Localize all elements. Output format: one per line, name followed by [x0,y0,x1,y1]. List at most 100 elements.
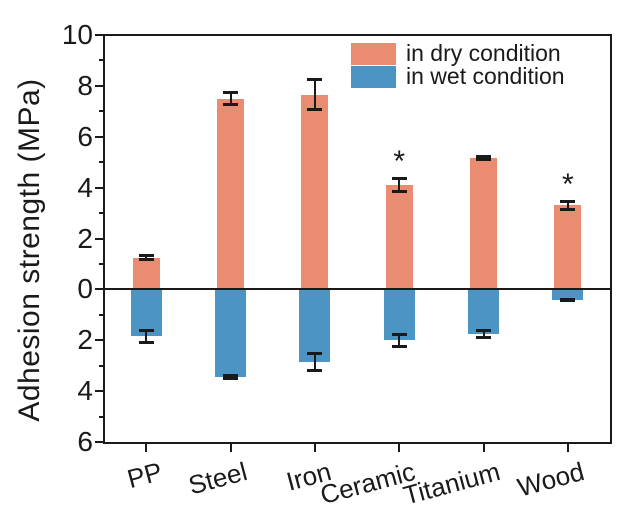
error-bar-wet-wood [560,297,576,302]
error-bar-stem [145,253,148,262]
legend-item-wet: in wet condition [351,65,565,88]
error-bar-wet-titanium [476,328,491,339]
bar-dry-pp [132,257,160,290]
error-bar-cap-bottom [560,207,576,211]
legend-label-wet: in wet condition [406,63,565,89]
y-tick-label: 6 [77,426,93,457]
y-tick-label: 2 [77,324,93,356]
error-bar-cap-bottom [138,341,154,345]
error-bar-cap-top [476,328,491,332]
error-bar-cap-bottom [391,344,407,348]
legend: in dry condition in wet condition [351,42,565,88]
y-major-tick [95,84,104,87]
error-bar-cap-top [223,90,238,94]
plot-area [103,34,612,444]
x-tick [398,444,401,452]
error-bar-wet-ceramic [391,332,407,348]
error-bar-stem [229,374,232,381]
x-tick [313,444,316,452]
error-bar-dry-steel [223,90,238,107]
error-bar-cap-bottom [560,298,576,302]
error-bar-cap-top [138,253,154,257]
error-bar-cap-bottom [223,103,238,107]
x-tick [482,444,485,452]
error-bar-stem [482,328,485,339]
error-bar-stem [566,200,569,211]
error-bar-wet-steel [223,374,238,381]
y-tick-label: 8 [77,69,93,101]
error-bar-stem [313,78,316,112]
y-major-tick [95,186,104,189]
error-bar-cap-top [307,351,323,355]
significance-marker-ceramic: * [393,145,405,179]
y-minor-tick [99,110,104,113]
error-bar-cap-top [391,332,407,336]
bar-wet-pp [130,289,162,337]
y-major-tick [95,135,104,138]
error-bar-cap-top [307,78,323,82]
error-bar-dry-wood [560,200,576,211]
error-bar-cap-top [138,328,154,332]
y-tick-label: 4 [77,171,93,203]
bar-wet-titanium [468,289,499,334]
y-minor-tick [99,161,104,164]
y-tick-label: 4 [77,375,93,407]
y-major-tick [95,339,104,342]
error-bar-cap-bottom [391,189,407,193]
error-bar-stem [229,90,232,107]
error-bar-stem [398,332,401,348]
error-bar-stem [145,328,148,345]
error-bar-cap-top [560,200,576,204]
y-major-tick [95,390,104,393]
y-major-tick [95,288,104,291]
y-tick-label: 0 [77,273,93,305]
error-bar-cap-bottom [223,377,238,381]
bar-dry-ceramic [385,185,413,290]
bar-wet-steel [215,289,246,378]
error-bar-cap-bottom [138,258,154,262]
legend-swatch-wet-icon [351,65,396,88]
error-bar-cap-bottom [307,108,323,112]
error-bar-cap-bottom [476,335,491,339]
y-major-tick [95,237,104,240]
error-bar-cap-bottom [476,158,491,162]
y-minor-tick [99,262,104,265]
legend-label-dry: in dry condition [406,40,561,66]
error-bar-wet-pp [138,328,154,345]
y-tick-label: 6 [77,120,93,152]
error-bar-dry-iron [307,78,323,112]
error-bar-dry-pp [138,253,154,262]
y-minor-tick [99,415,104,418]
y-minor-tick [99,313,104,316]
y-major-tick [95,34,104,36]
bar-dry-iron [301,94,329,290]
legend-item-dry: in dry condition [351,42,565,65]
error-bar-stem [398,177,401,193]
significance-marker-wood: * [561,168,574,202]
error-bar-cap-bottom [307,369,323,373]
y-minor-tick [99,212,104,215]
error-bar-dry-ceramic [391,177,407,193]
bar-wet-ceramic [383,289,415,341]
bar-wet-wood [552,289,584,300]
error-bar-dry-titanium [476,155,491,162]
y-minor-tick [99,364,104,367]
error-bar-stem [313,351,316,373]
x-tick [145,444,148,452]
x-tick [229,444,232,452]
error-bar-stem [482,155,485,162]
bar-wet-iron [299,289,331,362]
error-bar-cap-top [476,155,491,159]
x-tick [566,444,569,452]
y-tick-label: 10 [61,19,93,50]
error-bar-cap-top [223,374,238,378]
y-major-tick [95,441,104,443]
y-tick-label: 2 [77,222,93,254]
legend-swatch-dry-icon [351,42,396,65]
error-bar-wet-iron [307,351,323,373]
y-minor-tick [99,59,104,62]
bar-dry-titanium [470,158,497,290]
bar-dry-wood [554,205,582,290]
error-bar-cap-top [391,177,407,181]
